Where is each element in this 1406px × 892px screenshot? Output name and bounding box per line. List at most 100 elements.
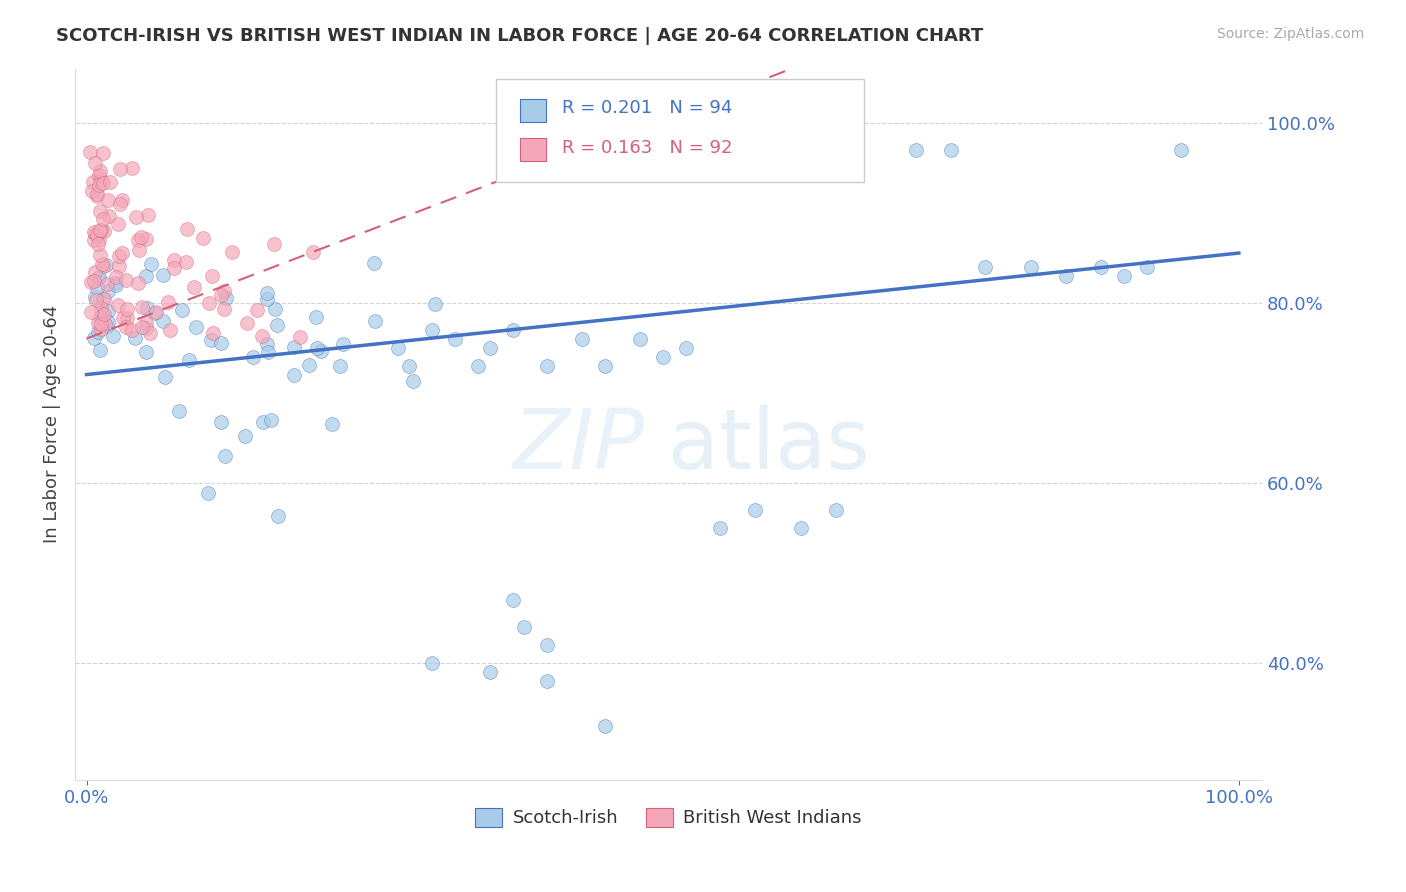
Point [90, 301, 112, 315]
Point [172, 303, 194, 318]
Point [212, 301, 235, 316]
Point [138, 208, 160, 222]
Point [298, 358, 321, 372]
Point [127, 276, 149, 290]
Point [84, 156, 107, 170]
Point [98, 175, 121, 189]
Point [91, 176, 114, 190]
Point [444, 332, 467, 346]
Point [111, 310, 134, 325]
Point [97, 315, 120, 329]
Point [420, 656, 443, 670]
Point [104, 277, 127, 292]
Point [153, 370, 176, 384]
Point [127, 234, 149, 248]
Point [329, 359, 352, 373]
Point [135, 344, 157, 359]
Point [97, 193, 120, 207]
Point [1136, 260, 1159, 274]
Point [159, 323, 181, 337]
Point [263, 236, 285, 251]
Point [97, 209, 120, 223]
Point [197, 485, 219, 500]
Point [256, 286, 278, 301]
Point [628, 332, 651, 346]
Point [304, 310, 326, 325]
Point [90, 173, 112, 187]
Point [152, 268, 174, 282]
Text: ZIP: ZIP [513, 405, 645, 486]
Point [202, 326, 225, 340]
Point [79, 145, 101, 159]
Point [513, 619, 536, 633]
Point [236, 316, 259, 330]
Point [176, 222, 198, 236]
Point [256, 345, 278, 359]
Point [91, 292, 114, 306]
Point [905, 143, 928, 157]
Point [363, 313, 385, 327]
Point [93, 317, 115, 331]
Point [90, 307, 112, 321]
Point [744, 502, 766, 516]
Point [212, 285, 235, 299]
Point [283, 368, 305, 382]
Point [157, 295, 180, 310]
Point [83, 290, 105, 304]
Text: SCOTCH-IRISH VS BRITISH WEST INDIAN IN LABOR FORCE | AGE 20-64 CORRELATION CHART: SCOTCH-IRISH VS BRITISH WEST INDIAN IN L… [56, 27, 983, 45]
Point [266, 318, 288, 332]
Text: R = 0.201   N = 94: R = 0.201 N = 94 [561, 99, 733, 118]
Bar [520, 138, 546, 161]
Point [101, 329, 124, 343]
Point [138, 326, 160, 340]
Point [824, 502, 846, 516]
Point [209, 335, 232, 350]
Point [94, 258, 117, 272]
Point [90, 223, 112, 237]
Point [96, 277, 118, 291]
Point [90, 317, 112, 331]
Point [1090, 260, 1112, 274]
Point [478, 665, 501, 679]
Point [209, 288, 232, 302]
Point [143, 305, 166, 319]
Point [264, 301, 287, 316]
Point [288, 330, 311, 344]
Point [111, 194, 134, 208]
Legend: Scotch-Irish, British West Indians: Scotch-Irish, British West Indians [468, 801, 869, 835]
Point [83, 274, 105, 288]
Point [221, 245, 243, 260]
Point [93, 307, 115, 321]
Point [467, 359, 489, 373]
Point [309, 343, 332, 358]
Point [709, 520, 731, 534]
Point [111, 245, 134, 260]
Point [191, 231, 214, 245]
Point [398, 359, 420, 373]
Point [536, 638, 558, 652]
Point [86, 293, 108, 307]
Point [82, 184, 104, 198]
Point [131, 300, 153, 314]
Point [80, 305, 103, 319]
Point [93, 224, 115, 238]
Point [90, 322, 112, 336]
Point [93, 293, 115, 307]
Point [256, 292, 278, 306]
Point [87, 178, 110, 192]
Point [91, 259, 114, 273]
Point [423, 297, 446, 311]
Point [363, 256, 385, 270]
Point [87, 237, 110, 252]
Point [82, 175, 104, 189]
Point [478, 341, 501, 355]
Text: atlas: atlas [668, 405, 870, 486]
Point [107, 298, 129, 312]
Point [128, 243, 150, 257]
Point [536, 359, 558, 373]
Point [108, 249, 131, 263]
Point [97, 284, 120, 298]
Point [131, 319, 153, 334]
Bar [520, 99, 546, 122]
Y-axis label: In Labor Force | Age 20-64: In Labor Force | Age 20-64 [44, 305, 60, 543]
